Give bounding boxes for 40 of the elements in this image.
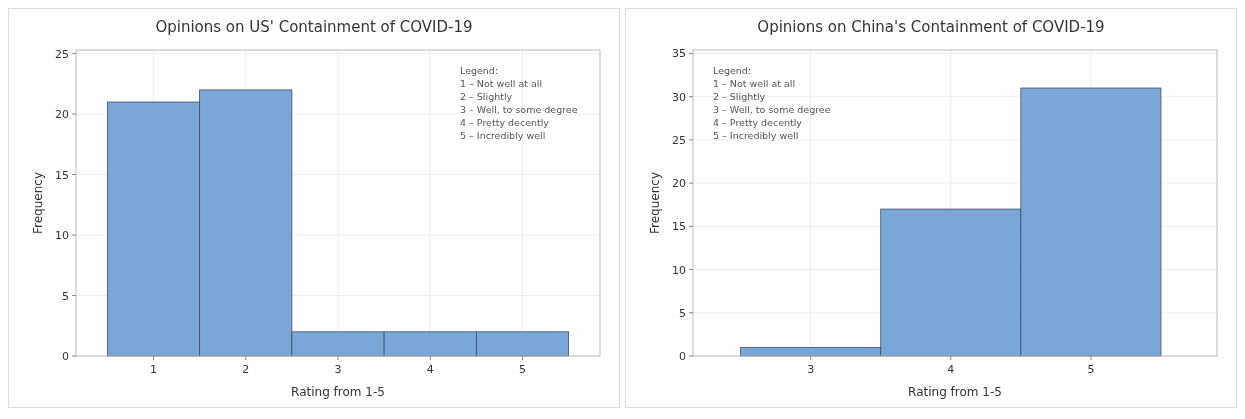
y-axis-title: Frequency [648, 172, 662, 234]
x-axis-title: Rating from 1-5 [908, 385, 1002, 399]
annotation: 2 – Slightly [460, 91, 513, 102]
annotation: 1 – Not well at all [713, 78, 796, 89]
y-tick-label: 5 [62, 289, 69, 303]
annotation: 3 – Well, to some degree [460, 104, 578, 115]
annotation: 3 – Well, to some degree [713, 104, 831, 115]
annotation: 4 – Pretty decently [713, 117, 803, 128]
x-axis-title: Rating from 1-5 [291, 385, 385, 399]
y-tick-label: 0 [679, 350, 686, 363]
x-tick-label: 1 [149, 363, 157, 376]
y-tick-label: 15 [55, 168, 69, 182]
x-tick-label: 2 [242, 363, 250, 376]
annotation: 5 – Incredibly well [713, 130, 799, 141]
y-tick-label: 0 [62, 350, 69, 363]
annotation: Legend: [460, 65, 499, 76]
x-tick-label: 4 [947, 363, 955, 376]
y-tick-label: 30 [672, 90, 686, 104]
y-tick-label: 20 [672, 177, 686, 191]
y-tick-label: 5 [679, 306, 686, 320]
annotation: 5 – Incredibly well [460, 130, 546, 141]
y-tick-label: 10 [672, 263, 686, 277]
x-tick-label: 5 [519, 363, 527, 376]
chart-title: Opinions on US' Containment of COVID-19 [155, 18, 473, 36]
annotation: Legend: [713, 65, 752, 76]
x-tick-label: 5 [1087, 363, 1095, 376]
annotation: 4 – Pretty decently [460, 117, 550, 128]
y-tick-label: 10 [55, 229, 69, 243]
chart-title: Opinions on China's Containment of COVID-19 [757, 18, 1105, 36]
y-tick-label: 25 [55, 47, 69, 61]
x-tick-label: 3 [334, 363, 342, 376]
y-tick-label: 20 [55, 108, 69, 122]
x-tick-label: 4 [426, 363, 434, 376]
x-tick-label: 3 [807, 363, 815, 376]
y-tick-label: 25 [672, 133, 686, 147]
annotation: 2 – Slightly [713, 91, 766, 102]
annotation: 1 – Not well at all [460, 78, 543, 89]
y-tick-label: 15 [672, 220, 686, 234]
y-tick-label: 35 [672, 47, 686, 61]
y-axis-title: Frequency [31, 172, 45, 234]
